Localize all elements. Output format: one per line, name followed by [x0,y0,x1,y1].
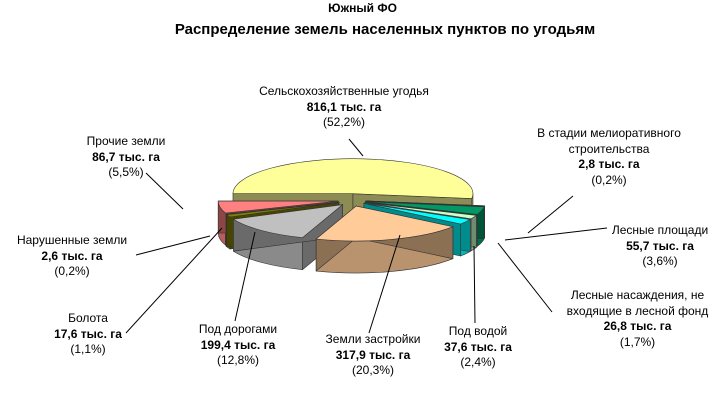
label-reclamation-name: В стадии мелиоративного [537,126,681,140]
leader-line-agricultural [348,138,364,157]
label-disturbed: Нарушенные земли 2,6 тыс. га (0,2%) [8,233,136,280]
label-plantations-percent: (1,7%) [619,334,656,349]
label-plantations: Лесные насаждения, не входящие в лесной … [555,288,720,350]
label-construction-percent: (20,3%) [351,363,395,377]
label-forest: Лесные площади 55,7 тыс. га (3,6%) [600,223,720,270]
pie-slice-construction [315,205,454,274]
label-other-value: 86,7 тыс. га [92,149,160,164]
label-forest-value: 55,7 тыс. га [626,238,694,253]
label-reclamation-name-2: строительства [568,141,650,156]
label-swamps: Болота 17,6 тыс. га (1,1%) [38,311,138,358]
leader-line-plantations [497,242,553,313]
label-construction-value: 317,9 тыс. га [335,347,411,362]
leader-line-roads [234,231,256,322]
chart-title: Распределение земель населенных пунктов … [174,21,596,38]
leader-line-forest [504,227,608,241]
leader-line-other [145,172,184,210]
label-agricultural: Сельскохозяйственные угодья 816,1 тыс. г… [249,84,439,131]
label-reclamation-value: 2,8 тыс. га [578,157,640,171]
label-agricultural-value: 816,1 тыс. га [306,99,382,114]
label-plantations-name: Лесные насаждения, не [570,288,705,302]
label-swamps-name: Болота [68,311,108,325]
label-agricultural-name: Сельскохозяйственные угодья [259,84,429,98]
label-forest-percent: (3,6%) [642,254,678,268]
label-reclamation-percent: (0,2%) [591,172,627,187]
label-swamps-percent: (1,1%) [70,342,106,356]
label-disturbed-percent: (0,2%) [54,264,90,278]
leader-line-water [473,245,476,324]
label-agricultural-percent: (52,2%) [322,115,366,129]
label-plantations-value: 26,8 тыс. га [603,319,672,333]
label-forest-name: Лесные площади [611,223,709,237]
label-roads-value: 199,4 тыс. га [200,337,276,352]
label-disturbed-value: 2,6 тыс. га [41,248,103,263]
leader-line-swamps [125,227,223,334]
leader-line-reclamation [527,195,574,234]
chart-subtitle: Южный ФО [328,1,397,15]
label-roads: Под дорогами 199,4 тыс. га (12,8%) [185,322,291,369]
label-water-percent: (2,4%) [460,355,496,369]
label-reclamation: В стадии мелиоративного строительства 2,… [528,126,690,188]
label-construction-name: Земли застройки [325,332,421,346]
label-other-percent: (5,5%) [108,165,144,179]
label-water-name: Под водой [448,324,508,338]
label-water: Под водой 37,6 тыс. га (2,4%) [434,324,522,371]
label-other: Прочие земли 86,7 тыс. га (5,5%) [72,134,180,181]
label-plantations-name-2: входящие в лесной фонд [566,303,709,318]
label-roads-name: Под дорогами [198,322,278,336]
label-disturbed-name: Нарушенные земли [16,233,128,247]
leader-line-construction [368,234,401,334]
label-roads-percent: (12,8%) [216,353,260,367]
label-other-name: Прочие земли [86,134,166,148]
leader-line-disturbed [135,235,211,256]
label-water-value: 37,6 тыс. га [444,339,512,354]
label-swamps-value: 17,6 тыс. га [54,326,122,341]
label-construction: Земли застройки 317,9 тыс. га (20,3%) [313,332,433,379]
